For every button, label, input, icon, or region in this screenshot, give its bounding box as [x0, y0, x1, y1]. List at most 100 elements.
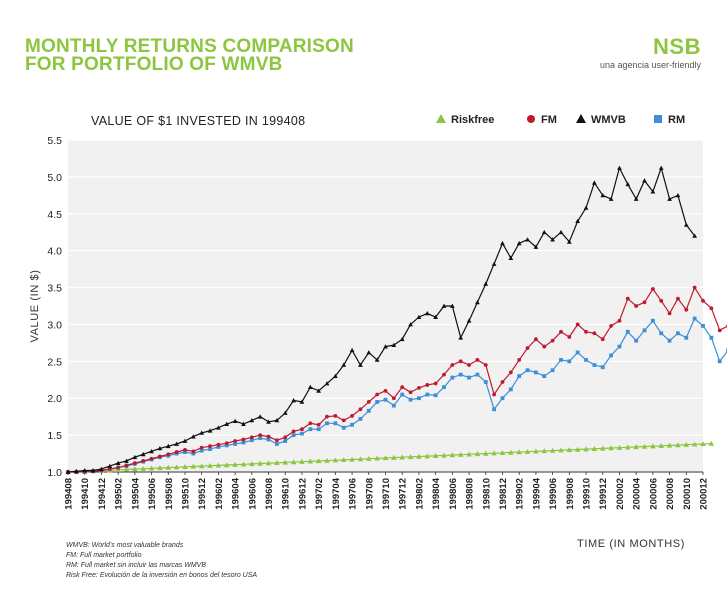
data-point-riskfree [157, 465, 163, 471]
data-point-wmvb [174, 441, 179, 446]
data-point-rm [533, 370, 538, 375]
y-tick-label: 4.0 [47, 246, 62, 258]
data-point-fm [500, 380, 505, 384]
data-point-fm [166, 452, 171, 457]
data-point-riskfree [257, 460, 263, 466]
data-point-wmvb [65, 469, 71, 474]
data-point-wmvb [633, 196, 639, 201]
data-point-wmvb [441, 303, 447, 308]
data-point-wmvb [266, 419, 271, 424]
data-point-wmvb [583, 205, 589, 210]
data-point-wmvb [525, 237, 530, 242]
data-point-rm [659, 331, 664, 336]
data-point-riskfree [432, 453, 439, 458]
data-point-fm [341, 418, 346, 423]
data-point-riskfree [641, 443, 648, 449]
x-tick-label: 200010 [682, 478, 693, 510]
data-point-rm [383, 397, 388, 402]
data-point-wmvb [140, 451, 146, 457]
data-point-fm [517, 357, 522, 362]
data-point-riskfree [533, 448, 539, 454]
data-point-fm [567, 335, 572, 339]
data-point-wmvb [391, 342, 397, 348]
data-point-rm [241, 440, 246, 445]
data-point-fm [391, 396, 396, 401]
x-tick-label: 199710 [381, 478, 392, 510]
data-point-rm [408, 397, 413, 402]
data-point-wmvb [374, 357, 380, 362]
data-point-rm [258, 436, 263, 440]
x-tick-label: 199902 [515, 478, 526, 510]
x-tick-label: 199804 [431, 477, 442, 509]
data-point-wmvb [383, 344, 388, 349]
x-tick-label: 199812 [498, 478, 509, 510]
data-point-rm [391, 403, 396, 408]
legend-marker-rm [654, 115, 662, 123]
data-point-fm [132, 461, 137, 466]
data-point-wmvb [257, 414, 263, 419]
data-point-riskfree [583, 446, 589, 452]
data-point-fm [600, 337, 605, 342]
data-point-rm [183, 450, 187, 454]
heading-line-1: MONTHLY RETURNS COMPARISON [25, 36, 354, 57]
data-point-rm [417, 396, 421, 401]
x-tick-label: 199910 [582, 478, 593, 510]
data-point-wmvb [82, 468, 88, 473]
data-point-riskfree [374, 455, 380, 461]
legend-marker-wmvb [576, 114, 586, 123]
data-point-riskfree [424, 453, 431, 459]
data-point-fm [291, 429, 296, 434]
x-tick-label: 199502 [114, 478, 125, 510]
data-point-wmvb [541, 229, 547, 235]
data-point-wmvb [107, 463, 113, 468]
data-point-rm [701, 324, 705, 328]
data-point-fm [609, 324, 613, 328]
data-point-fm [442, 372, 446, 377]
data-point-wmvb [332, 373, 338, 378]
data-point-rm [358, 416, 363, 421]
data-point-fm [191, 449, 196, 454]
data-point-rm [300, 431, 304, 436]
data-point-riskfree [700, 441, 706, 447]
data-point-riskfree [616, 444, 623, 450]
data-point-wmvb [692, 233, 698, 238]
data-point-fm [575, 322, 580, 327]
data-point-fm [542, 344, 547, 349]
data-point-rm [233, 442, 238, 446]
x-tick-label: 199606 [247, 478, 258, 510]
data-point-riskfree [483, 450, 489, 456]
data-point-wmvb [433, 314, 439, 319]
y-tick-label: 1.5 [47, 430, 62, 442]
data-point-riskfree [391, 454, 397, 460]
y-tick-label: 2.5 [47, 356, 62, 368]
data-point-wmvb [575, 218, 581, 224]
data-point-fm [425, 383, 430, 387]
data-point-rm [475, 372, 480, 377]
data-point-fm [584, 329, 588, 334]
data-point-rm [550, 368, 555, 373]
data-point-riskfree [625, 444, 631, 450]
data-point-riskfree [650, 443, 656, 449]
data-point-fm [366, 400, 371, 404]
plot-area [68, 140, 703, 472]
data-point-rm [433, 393, 438, 398]
data-point-fm [300, 427, 304, 432]
data-point-fm [458, 359, 463, 364]
data-point-wmvb [132, 454, 138, 460]
x-tick-label: 199704 [331, 477, 342, 509]
data-point-wmvb [550, 237, 555, 242]
data-point-wmvb [282, 410, 288, 415]
data-point-rm [517, 374, 522, 378]
data-point-wmvb [190, 434, 196, 439]
data-point-rm [542, 374, 547, 378]
data-point-riskfree [566, 447, 573, 453]
data-point-fm [667, 311, 672, 316]
data-point-fm [508, 370, 513, 375]
data-point-wmvb [642, 178, 647, 183]
x-tick-label: 199708 [364, 478, 375, 510]
data-point-riskfree [608, 445, 614, 451]
data-point-fm [333, 414, 338, 418]
data-point-riskfree [140, 465, 146, 471]
data-point-fm [183, 447, 187, 452]
data-point-fm [116, 465, 121, 470]
